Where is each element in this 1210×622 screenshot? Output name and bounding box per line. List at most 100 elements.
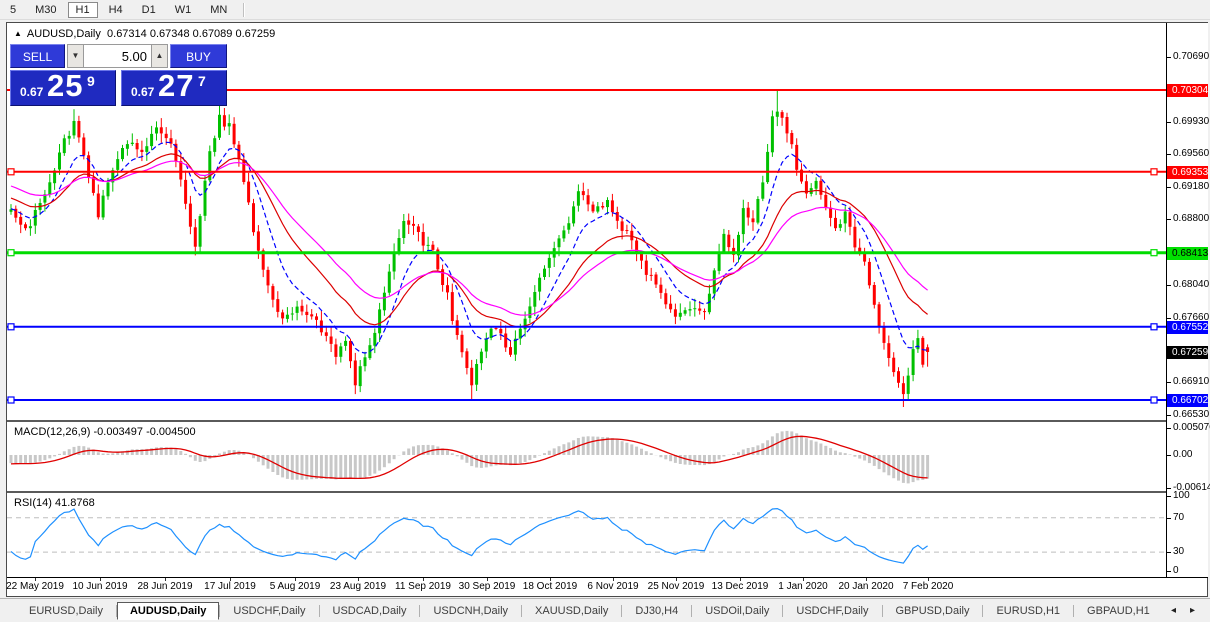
chart-tab-usdchf-daily[interactable]: USDCHF,Daily — [796, 604, 869, 617]
timeframe-button-d1[interactable]: D1 — [141, 3, 156, 16]
rsi-axis-tick — [1167, 518, 1171, 519]
tabs-scroll-left-icon[interactable]: ◂ — [1170, 605, 1176, 616]
price-axis-tick — [1167, 219, 1171, 220]
date-axis-tick — [866, 578, 867, 581]
buy-price-big: 27 — [158, 68, 195, 103]
rsi-pane[interactable] — [7, 493, 1166, 577]
date-axis-label: 18 Oct 2019 — [522, 581, 578, 592]
chart-tab-usdoil-daily[interactable]: USDOil,Daily — [705, 604, 770, 617]
rsi-axis-label: 30 — [1173, 546, 1185, 557]
rsi-axis-label: 100 — [1173, 490, 1190, 501]
date-axis-tick — [35, 578, 36, 581]
sell-price-pip: 9 — [87, 73, 95, 89]
date-axis-label: 25 Nov 2019 — [647, 581, 705, 592]
price-axis-label: 0.66530 — [1173, 409, 1210, 420]
date-axis-tick — [550, 578, 551, 581]
chart-tab-bar: EURUSD,Daily AUDUSD,Daily USDCHF,Daily USDC… — [0, 598, 1210, 622]
chart-tab-eurusd-daily[interactable]: EURUSD,Daily — [29, 604, 103, 617]
date-axis-label: 6 Nov 2019 — [587, 581, 639, 592]
one-click-trading-panel: SELL ▼ ▲ BUY 0.67 25 9 0.67 27 7 — [10, 44, 227, 106]
date-axis-tick — [740, 578, 741, 581]
chart-tab-usdcad-daily[interactable]: USDCAD,Daily — [332, 604, 407, 617]
price-axis[interactable]: 0.70690 0.69930 0.69560 0.69180 0.68800 0.680… — [1166, 23, 1210, 577]
collapse-triangle-icon[interactable]: ▲ — [14, 29, 22, 38]
price-axis-tick — [1167, 285, 1171, 286]
timeframe-button-w1[interactable]: W1 — [174, 3, 192, 16]
tabs-scroll-right-icon[interactable]: ▸ — [1189, 605, 1195, 616]
date-axis-label: 17 Jul 2019 — [204, 581, 256, 592]
tab-separator — [115, 604, 117, 617]
price-axis-tick — [1167, 318, 1171, 319]
macd-axis-tick — [1167, 428, 1171, 429]
date-axis-tick — [487, 578, 488, 581]
date-axis-tick — [928, 578, 929, 581]
price-level-label: 0.70304 — [1167, 84, 1208, 97]
tab-separator — [782, 604, 784, 617]
date-axis-tick — [423, 578, 424, 581]
date-axis-label: 10 Jun 2019 — [72, 581, 128, 592]
date-axis-tick — [358, 578, 359, 581]
chart-window — [6, 22, 1208, 597]
timeframe-button-m30[interactable]: M30 — [35, 3, 57, 16]
tab-separator — [982, 604, 984, 617]
macd-axis-label: 0.005076 — [1173, 422, 1210, 433]
date-axis-tick — [230, 578, 231, 581]
macd-pane[interactable] — [7, 422, 1166, 491]
date-axis-label: 22 May 2019 — [6, 581, 64, 592]
volume-spinner: ▼ ▲ — [67, 44, 168, 68]
chart-tab-gbpusd-daily[interactable]: GBPUSD,Daily — [895, 604, 970, 617]
buy-button[interactable]: BUY — [170, 44, 227, 68]
chart-tab-xauusd-daily[interactable]: XAUUSD,Daily — [535, 604, 609, 617]
rsi-label: RSI(14) 41.8768 — [14, 497, 95, 509]
chart-tab-dj30-h4[interactable]: DJ30,H4 — [635, 604, 679, 617]
symbol-title: AUDUSD,Daily — [26, 28, 101, 40]
buy-price-prefix: 0.67 — [131, 85, 155, 99]
volume-input[interactable] — [84, 44, 151, 68]
tab-separator — [419, 604, 421, 617]
sell-button[interactable]: SELL — [10, 44, 65, 68]
chart-tab-audusd-daily[interactable]: AUDUSD,Daily — [116, 601, 220, 620]
rsi-axis-label: 70 — [1173, 512, 1185, 523]
chart-tab-gbpaud-h1[interactable]: GBPAUD,H1 — [1087, 604, 1150, 617]
timeframe-button-mn[interactable]: MN — [210, 3, 228, 16]
pane-separator[interactable] — [7, 420, 1208, 422]
date-axis-label: 7 Feb 2020 — [902, 581, 954, 592]
volume-decrease-button[interactable]: ▼ — [67, 44, 84, 68]
buy-price-box[interactable]: 0.67 27 7 — [121, 68, 227, 106]
date-axis-tick — [100, 578, 101, 581]
buy-price-pip: 7 — [198, 73, 206, 89]
macd-axis-tick — [1167, 455, 1171, 456]
date-axis-label: 1 Jan 2020 — [778, 581, 828, 592]
chart-tab-eurusd-h1[interactable]: EURUSD,H1 — [996, 604, 1061, 617]
price-axis-label: 0.67660 — [1173, 312, 1210, 323]
sell-price-box[interactable]: 0.67 25 9 — [10, 68, 116, 106]
timeframe-button-h4[interactable]: H4 — [108, 3, 123, 16]
chart-tab-usdcnh-daily[interactable]: USDCNH,Daily — [433, 604, 509, 617]
quote-ohlc-values: 0.67314 0.67348 0.67089 0.67259 — [107, 28, 276, 40]
tab-separator — [881, 604, 883, 617]
date-axis-tick — [295, 578, 296, 581]
price-level-label: 0.69353 — [1167, 166, 1208, 179]
timeframe-button-5[interactable]: 5 — [10, 3, 17, 16]
date-axis-tick — [165, 578, 166, 581]
rsi-axis-label: 0 — [1173, 565, 1179, 576]
date-axis[interactable]: 22 May 2019 10 Jun 2019 28 Jun 2019 17 Jul … — [6, 578, 1166, 596]
date-axis-label: 30 Sep 2019 — [458, 581, 516, 592]
price-axis-tick — [1167, 382, 1171, 383]
timeframe-button-h1[interactable]: H1 — [67, 1, 98, 18]
date-axis-tick — [613, 578, 614, 581]
price-axis-label: 0.68040 — [1173, 279, 1210, 290]
price-axis-label: 0.66910 — [1173, 376, 1210, 387]
date-axis-label: 23 Aug 2019 — [329, 581, 387, 592]
volume-increase-button[interactable]: ▲ — [151, 44, 168, 68]
price-axis-label: 0.69930 — [1173, 116, 1210, 127]
pane-separator[interactable] — [7, 491, 1208, 493]
price-axis-label: 0.69560 — [1173, 148, 1210, 159]
date-axis-tick — [676, 578, 677, 581]
chart-tab-usdchf-daily[interactable]: USDCHF,Daily — [233, 604, 306, 617]
sell-price-big: 25 — [47, 68, 84, 103]
date-axis-label: 13 Dec 2019 — [711, 581, 769, 592]
price-axis-label: 0.69180 — [1173, 181, 1210, 192]
toolbar-separator — [243, 2, 246, 17]
sell-price-prefix: 0.67 — [20, 85, 44, 99]
